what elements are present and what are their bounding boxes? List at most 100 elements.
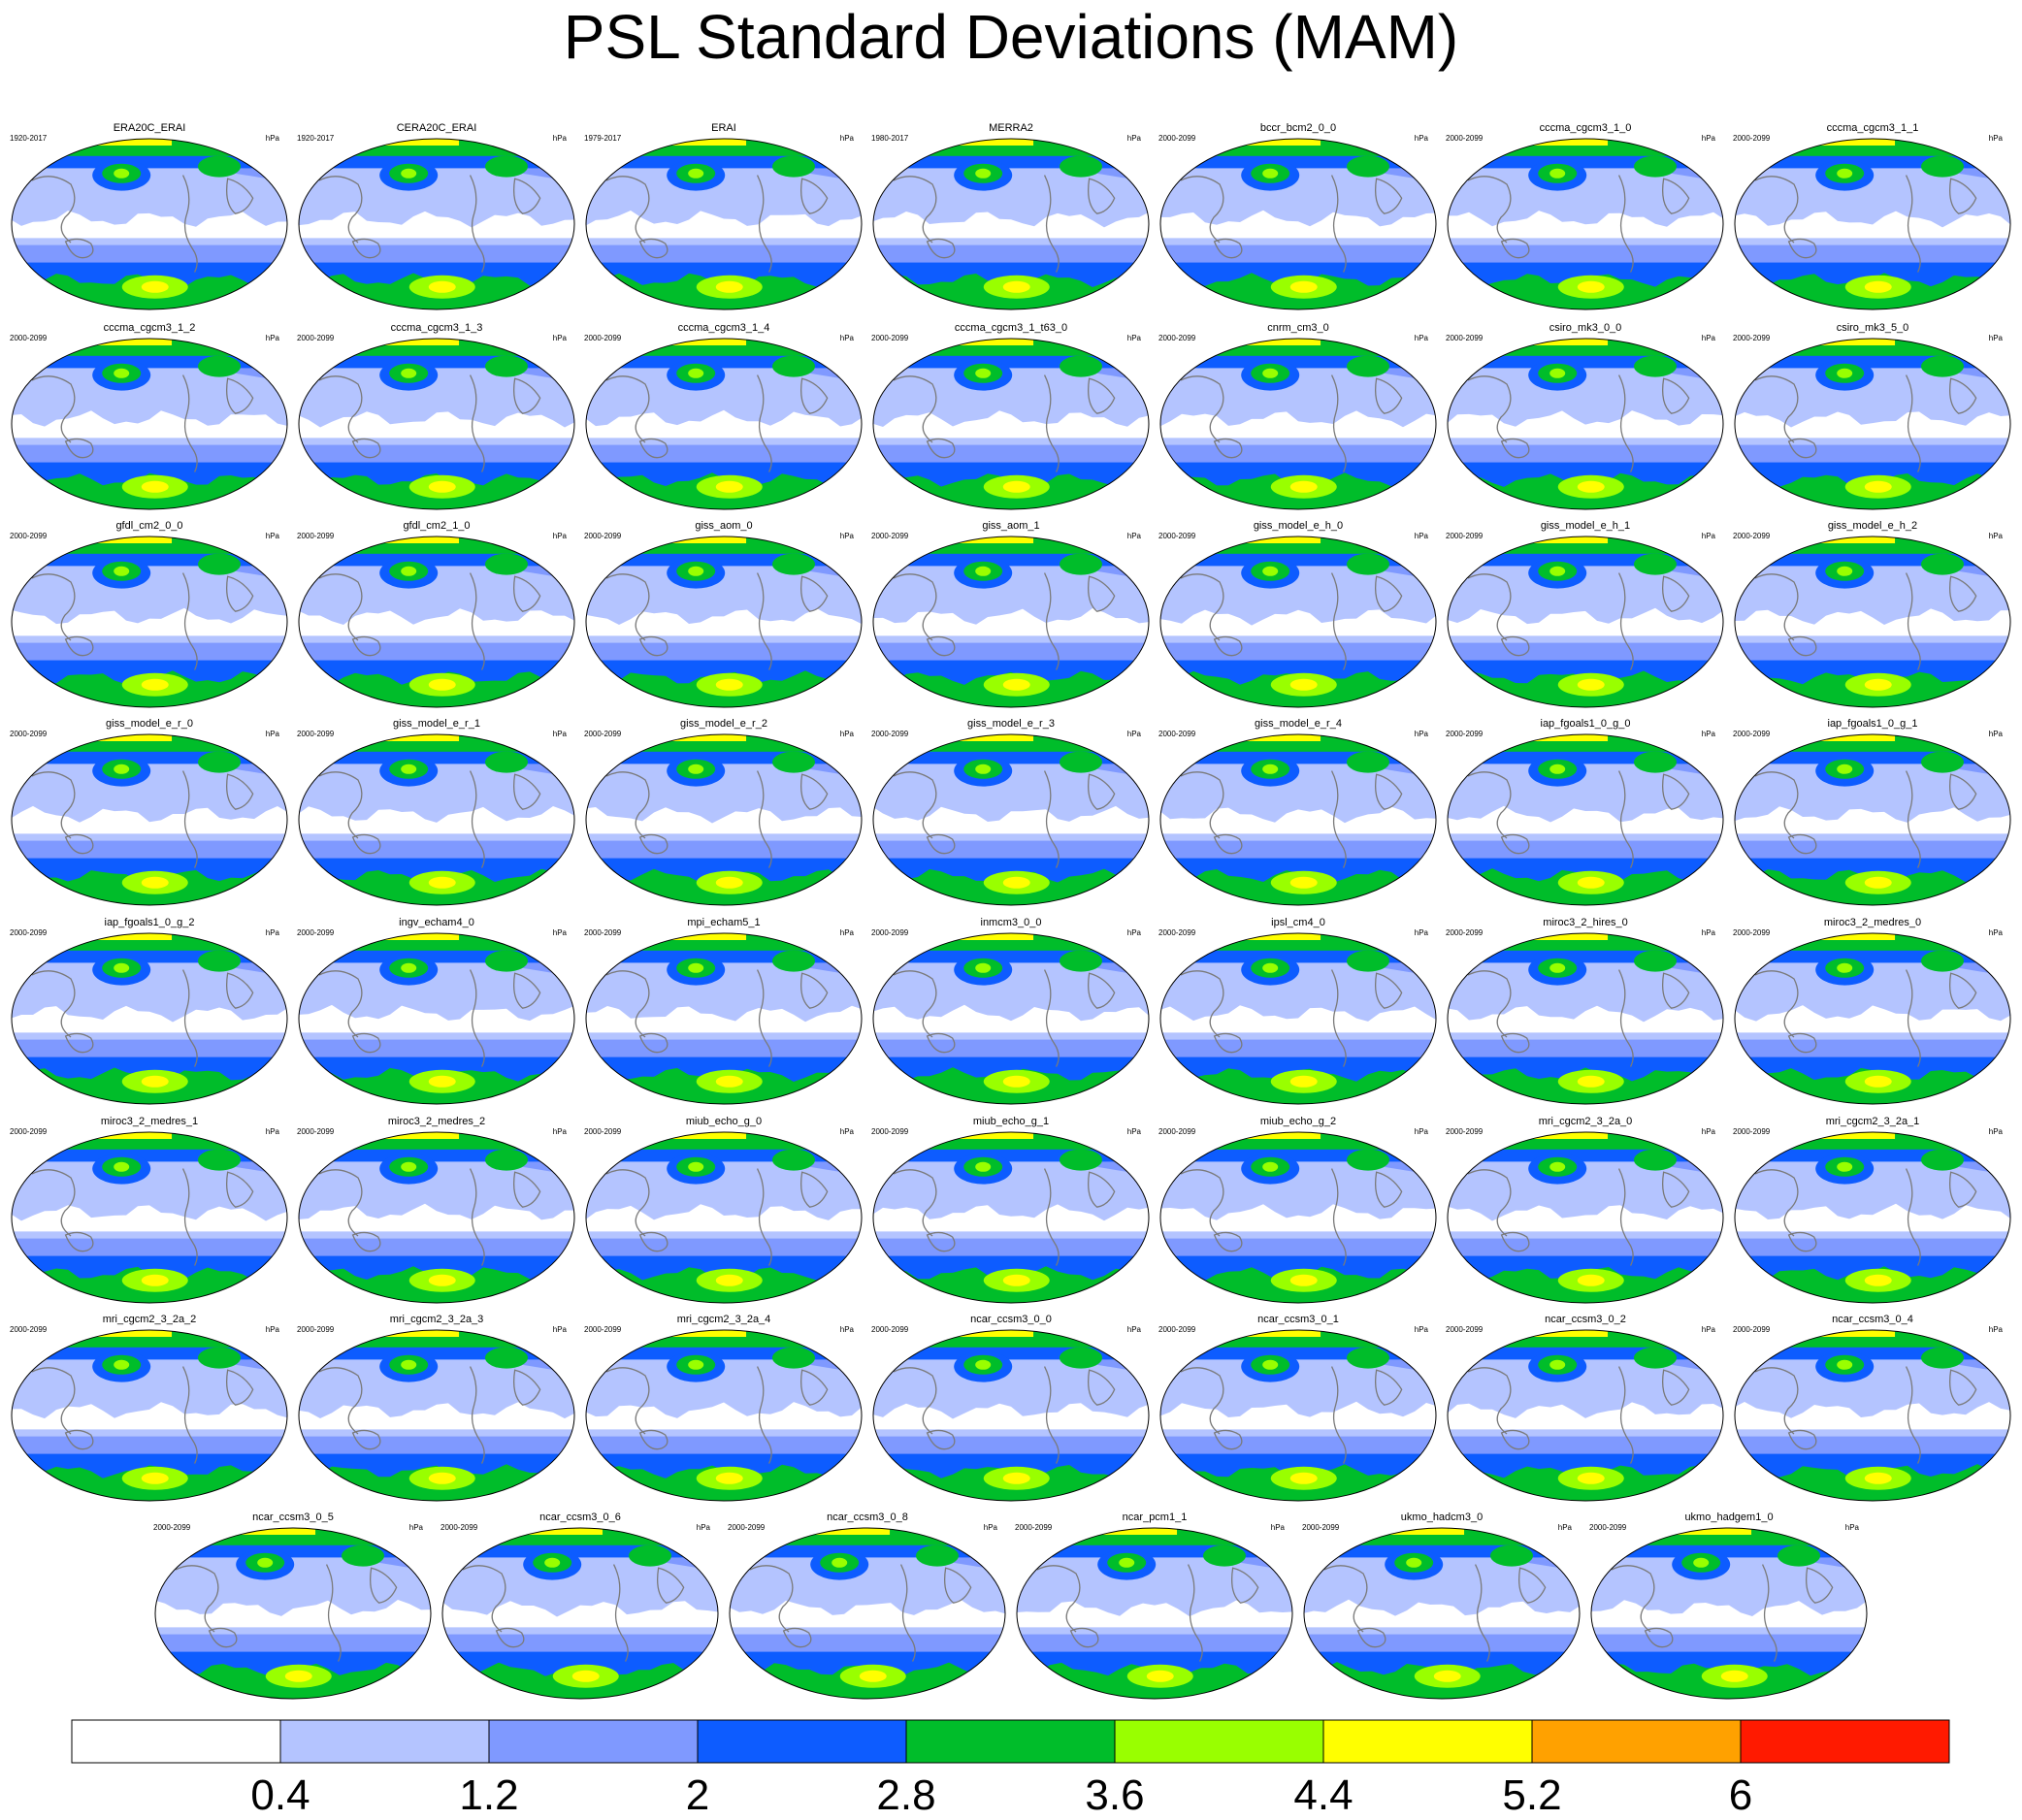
map-frame — [872, 138, 1150, 310]
map-frame — [872, 733, 1150, 906]
panel-period: 2000-2099 — [1446, 928, 1484, 937]
panel-title: ERA20C_ERAI — [114, 122, 186, 134]
panel-period: 2000-2099 — [584, 334, 622, 342]
map-panel: iap_fgoals1_0_g_0 2000-2099 hPa — [1446, 718, 1724, 906]
psl-stddev-field — [299, 1132, 574, 1303]
map-panel: cccma_cgcm3_1_t63_0 2000-2099 hPa — [871, 322, 1150, 510]
panel-title: cnrm_cm3_0 — [1267, 322, 1329, 334]
panel-units: hPa — [840, 532, 855, 540]
panel-title: csiro_mk3_5_0 — [1837, 322, 1909, 334]
colorbar-tick-label: 4.4 — [1293, 1771, 1353, 1819]
panel-units: hPa — [1415, 1325, 1429, 1334]
panel-period: 2000-2099 — [1015, 1523, 1053, 1532]
map-panel: ERAI 1979-2017 hPa — [584, 122, 863, 310]
coastlines — [1036, 1564, 1259, 1662]
coastlines — [1180, 1366, 1403, 1464]
map-frame — [1447, 536, 1724, 708]
map-panel: ERA20C_ERAI 1920-2017 hPa — [10, 122, 288, 310]
panel-title: miroc3_2_medres_2 — [388, 1116, 485, 1127]
map-panel: giss_model_e_r_2 2000-2099 hPa — [584, 718, 863, 906]
map-frame — [585, 536, 863, 708]
panel-period: 2000-2099 — [10, 1127, 48, 1136]
map-frame — [1159, 536, 1437, 708]
panel-period: 2000-2099 — [10, 928, 48, 937]
panel-units: hPa — [1415, 928, 1429, 937]
map-frame — [585, 1131, 863, 1304]
panel-units: hPa — [1989, 1127, 2004, 1136]
panel-units: hPa — [840, 1325, 855, 1334]
map-frame — [1303, 1527, 1581, 1700]
panel-title: ncar_ccsm3_0_6 — [539, 1511, 621, 1523]
psl-stddev-field — [873, 536, 1149, 707]
coastlines — [1180, 572, 1403, 670]
psl-stddev-field — [586, 734, 862, 905]
psl-stddev-field — [1448, 339, 1723, 509]
panel-units: hPa — [840, 730, 855, 738]
panel-units: hPa — [1558, 1523, 1573, 1532]
coastlines — [31, 1168, 254, 1266]
map-panel: giss_model_e_r_3 2000-2099 hPa — [871, 718, 1150, 906]
coastlines — [749, 1564, 972, 1662]
panel-title: cccma_cgcm3_1_0 — [1540, 122, 1632, 134]
coastlines — [605, 770, 829, 868]
panel-units: hPa — [1127, 730, 1142, 738]
panel-units: hPa — [1702, 1127, 1716, 1136]
colorbar-swatch — [1114, 1719, 1324, 1764]
map-frame — [1447, 1131, 1724, 1304]
panel-title: ncar_ccsm3_0_4 — [1832, 1314, 1913, 1325]
map-frame — [154, 1527, 432, 1700]
coastlines — [31, 374, 254, 472]
map-panel: CERA20C_ERAI 1920-2017 hPa — [297, 122, 575, 310]
psl-stddev-field — [873, 734, 1149, 905]
panel-period: 2000-2099 — [1589, 1523, 1627, 1532]
map-frame — [11, 138, 288, 310]
panel-units: hPa — [840, 134, 855, 143]
coastlines — [893, 1168, 1116, 1266]
coastlines — [318, 770, 541, 868]
map-panel: mri_cgcm2_3_2a_2 2000-2099 hPa — [10, 1314, 288, 1502]
panel-title: ncar_ccsm3_0_0 — [970, 1314, 1052, 1325]
psl-stddev-field — [1160, 933, 1436, 1104]
panel-units: hPa — [1127, 532, 1142, 540]
panel-period: 2000-2099 — [584, 1325, 622, 1334]
panel-period: 2000-2099 — [1733, 928, 1771, 937]
map-frame — [11, 1131, 288, 1304]
map-frame — [729, 1527, 1006, 1700]
coastlines — [318, 175, 541, 273]
map-panel: ncar_ccsm3_0_6 2000-2099 hPa — [440, 1511, 719, 1700]
panel-period: 1979-2017 — [584, 134, 622, 143]
map-panel: giss_model_e_h_1 2000-2099 hPa — [1446, 520, 1724, 708]
map-frame — [585, 1329, 863, 1502]
map-panel: bccr_bcm2_0_0 2000-2099 hPa — [1158, 122, 1437, 310]
colorbar-swatch — [905, 1719, 1116, 1764]
psl-stddev-field — [12, 339, 287, 509]
coastlines — [605, 1366, 829, 1464]
panel-units: hPa — [1989, 532, 2004, 540]
panel-units: hPa — [1127, 1127, 1142, 1136]
coastlines — [1467, 374, 1690, 472]
panel-title: ncar_ccsm3_0_1 — [1257, 1314, 1339, 1325]
panel-period: 2000-2099 — [297, 1325, 335, 1334]
panel-title: inmcm3_0_0 — [981, 917, 1042, 928]
panel-units: hPa — [266, 1325, 280, 1334]
coastlines — [893, 374, 1116, 472]
panel-period: 2000-2099 — [1446, 532, 1484, 540]
panel-title: mpi_echam5_1 — [687, 917, 760, 928]
psl-stddev-field — [1448, 933, 1723, 1104]
coastlines — [1754, 1168, 1977, 1266]
psl-stddev-field — [1448, 536, 1723, 707]
panel-title: bccr_bcm2_0_0 — [1260, 122, 1336, 134]
panel-period: 2000-2099 — [1733, 1325, 1771, 1334]
psl-stddev-field — [1735, 1132, 2010, 1303]
map-frame — [1734, 138, 2011, 310]
map-frame — [298, 733, 575, 906]
panel-period: 2000-2099 — [871, 1325, 909, 1334]
panel-title: MERRA2 — [989, 122, 1033, 134]
coastlines — [1180, 1168, 1403, 1266]
coastlines — [31, 1366, 254, 1464]
panel-units: hPa — [1989, 730, 2004, 738]
colorbar-tick-label: 2 — [686, 1771, 709, 1819]
coastlines — [893, 572, 1116, 670]
panel-units: hPa — [553, 928, 568, 937]
map-frame — [1590, 1527, 1868, 1700]
